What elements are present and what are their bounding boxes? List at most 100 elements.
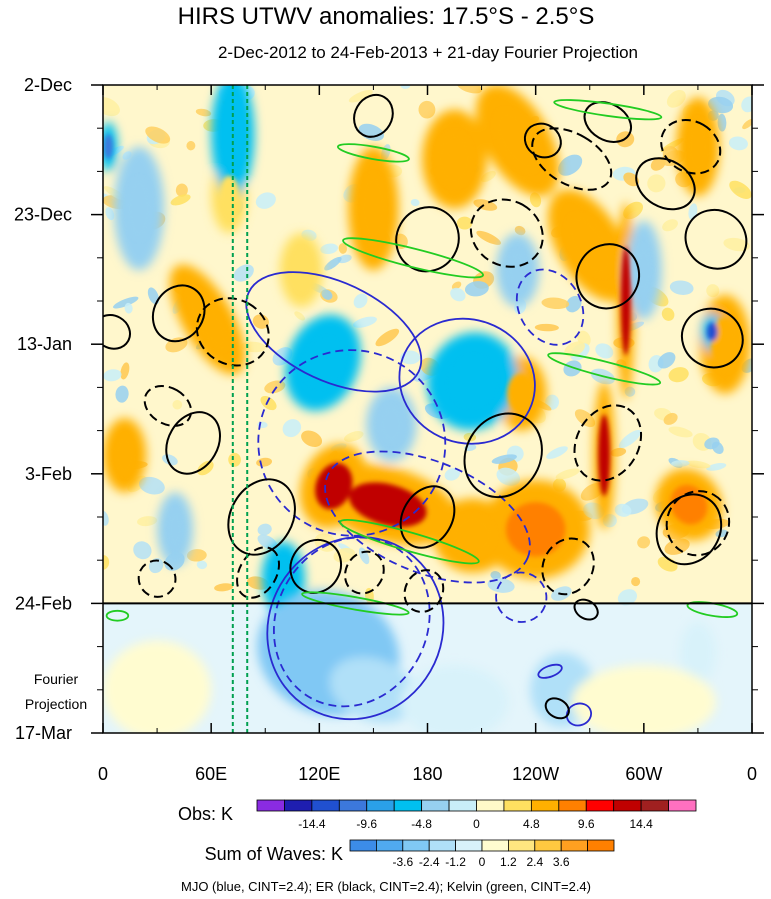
texture-patch <box>671 460 690 467</box>
texture-patch <box>124 302 133 314</box>
texture-patch <box>534 323 559 332</box>
texture-patch <box>631 576 641 587</box>
x-tick-label: 180 <box>412 764 442 784</box>
texture-patch <box>647 174 666 193</box>
mjo-positive-contour <box>537 663 563 679</box>
texture-patch <box>348 89 373 103</box>
chart-subtitle: 2-Dec-2012 to 24-Feb-2013 + 21-day Fouri… <box>218 43 638 62</box>
waves-colorbar-tick-label: -1.2 <box>445 855 466 869</box>
waves-colorbar-swatch <box>587 839 615 852</box>
texture-patch <box>375 328 400 347</box>
texture-patch <box>668 426 693 438</box>
x-tick-label: 0 <box>98 764 108 784</box>
er-negative-contour <box>195 297 270 367</box>
texture-patch <box>450 287 466 302</box>
cold-anomaly-core <box>634 245 653 295</box>
texture-patch <box>170 194 191 206</box>
warm-anomaly-core <box>186 289 229 350</box>
texture-patch <box>410 198 420 207</box>
obs-colorbar-swatch <box>640 799 669 812</box>
texture-patch <box>320 243 339 255</box>
obs-colorbar-swatch <box>476 799 505 812</box>
obs-colorbar-swatch <box>256 799 285 812</box>
warm-anomaly-core <box>289 249 314 291</box>
mjo-negative-contour <box>515 268 585 346</box>
er-negative-contour <box>344 550 385 595</box>
texture-patch <box>728 136 748 151</box>
texture-patch <box>260 395 277 411</box>
cold-anomaly-core <box>166 510 185 548</box>
obs-colorbar-swatch <box>613 799 642 812</box>
texture-patch <box>657 352 676 369</box>
texture-patch <box>717 113 727 132</box>
texture-patch <box>742 118 752 130</box>
warm-anomaly-core <box>598 414 611 497</box>
cold-anomaly-core <box>506 251 529 289</box>
kelvin-contour <box>342 237 484 279</box>
texture-patch <box>496 467 521 486</box>
er-negative-contour <box>541 537 595 596</box>
contour-legend-note: MJO (blue, CINT=2.4); ER (black, CINT=2.… <box>181 879 591 894</box>
waves-colorbar-swatch <box>428 839 457 852</box>
obs-colorbar-tick-label: -4.8 <box>411 817 432 831</box>
warm-anomaly-core <box>507 373 536 414</box>
texture-patch <box>282 419 302 438</box>
warm-anomaly-core <box>566 214 613 277</box>
er-positive-contour <box>655 493 723 566</box>
er-positive-contour <box>523 122 562 159</box>
texture-patch <box>668 367 689 383</box>
projection-anomaly <box>103 640 212 733</box>
obs-colorbar-swatch <box>311 799 340 812</box>
cold-anomaly-core <box>103 134 113 160</box>
texture-patch <box>451 281 462 290</box>
x-tick-label: 120E <box>298 764 340 784</box>
warm-anomaly-core <box>505 502 566 557</box>
obs-colorbar-swatch <box>558 799 587 812</box>
wave-contours <box>103 93 748 727</box>
x-tick-label: 60E <box>195 764 227 784</box>
warm-anomaly-core <box>112 434 137 476</box>
waves-colorbar-tick-label: 3.6 <box>553 855 570 869</box>
y-tick-label: 13-Jan <box>17 334 72 354</box>
warm-anomaly-core <box>359 174 388 243</box>
mjo-negative-contour <box>272 536 431 708</box>
texture-patch <box>172 399 183 410</box>
x-tick-label: 120W <box>512 764 559 784</box>
texture-patch <box>723 237 750 252</box>
texture-patch <box>252 314 269 329</box>
texture-patch <box>186 141 196 151</box>
y-tick-label: 24-Feb <box>15 593 72 613</box>
texture-patch <box>196 560 208 570</box>
texture-patch <box>321 289 333 300</box>
waves-colorbar-swatch <box>560 839 589 852</box>
er-positive-contour <box>399 485 456 549</box>
texture-patch <box>113 296 139 309</box>
texture-patch <box>103 369 122 382</box>
plot-area <box>103 85 752 733</box>
obs-colorbar-tick-label: -9.6 <box>356 817 377 831</box>
er-positive-contour <box>353 93 394 138</box>
texture-patch <box>257 534 278 550</box>
texture-patch <box>514 225 526 236</box>
texture-patch <box>618 429 641 449</box>
er-negative-contour <box>469 198 544 268</box>
er-negative-contour <box>660 118 722 175</box>
texture-patch <box>103 510 109 526</box>
texture-patch <box>103 96 120 117</box>
kelvin-contour <box>301 591 410 616</box>
er-positive-contour <box>575 243 641 310</box>
warm-anomaly-core <box>450 515 495 556</box>
texture-patch <box>324 256 342 271</box>
texture-patch <box>197 460 214 476</box>
texture-patch <box>686 460 711 469</box>
er-negative-contour <box>665 490 731 557</box>
obs-colorbar-label: Obs: K <box>178 804 233 824</box>
texture-patch <box>490 570 501 580</box>
texture-patch <box>595 343 614 359</box>
obs-colorbar-swatch <box>448 799 477 812</box>
texture-patch <box>491 454 517 464</box>
x-tick-label: 60W <box>625 764 662 784</box>
waves-colorbar-tick-label: -3.6 <box>392 855 413 869</box>
texture-patch <box>741 96 752 113</box>
